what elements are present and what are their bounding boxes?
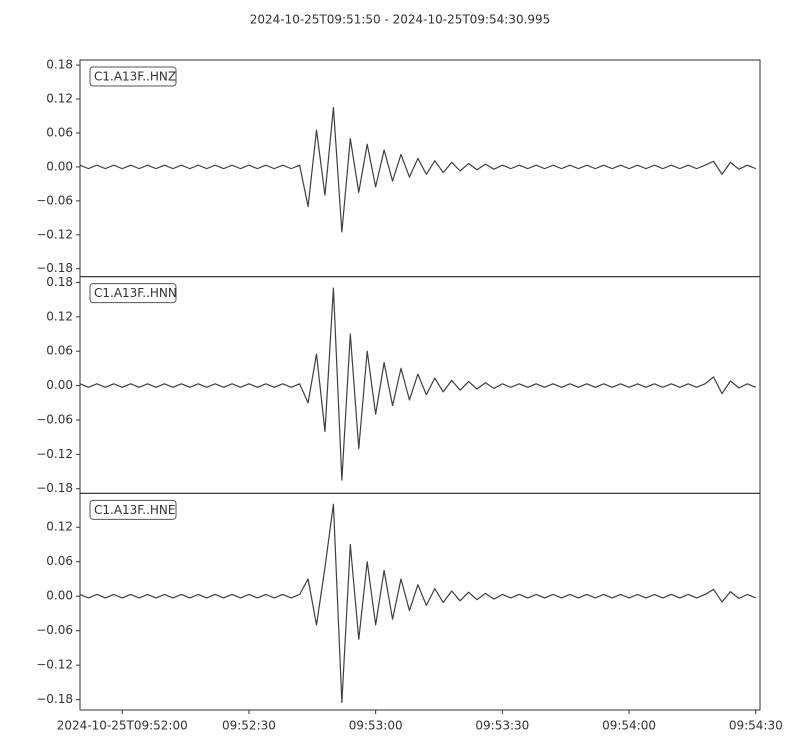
x-tick-label: 09:54:30 xyxy=(729,719,783,733)
y-tick-label: −0.18 xyxy=(36,481,73,495)
x-tick-label: 2024-10-25T09:52:00 xyxy=(57,719,188,733)
y-tick-label: −0.06 xyxy=(36,623,73,637)
y-tick-label: −0.12 xyxy=(36,227,73,241)
y-tick-label: 0.12 xyxy=(46,92,73,106)
y-tick-label: −0.12 xyxy=(36,658,73,672)
y-tick-label: 0.06 xyxy=(46,125,73,139)
y-tick-label: −0.18 xyxy=(36,261,73,275)
panel-frame xyxy=(79,492,761,711)
trace-label: C1.A13F..HNN xyxy=(94,286,177,300)
y-tick-label: −0.12 xyxy=(36,447,73,461)
waveform xyxy=(79,106,757,233)
y-tick-label: 0.06 xyxy=(46,554,73,568)
x-tick-label: 09:53:30 xyxy=(475,719,529,733)
y-tick-label: 0.12 xyxy=(46,309,73,323)
y-tick-label: −0.18 xyxy=(36,692,73,706)
x-tick-label: 09:54:00 xyxy=(602,719,656,733)
y-tick-label: −0.06 xyxy=(36,193,73,207)
y-tick-label: 0.00 xyxy=(46,378,73,392)
x-tick-label: 09:53:00 xyxy=(349,719,403,733)
y-tick-label: 0.18 xyxy=(46,275,73,289)
trace-label-box xyxy=(89,66,177,87)
waveform xyxy=(79,503,757,704)
y-tick-label: 0.00 xyxy=(46,589,73,603)
trace-label-box xyxy=(89,499,177,520)
panel-frame xyxy=(79,59,761,278)
y-tick-label: 0.18 xyxy=(46,58,73,72)
y-tick-label: 0.00 xyxy=(46,159,73,173)
y-tick-label: −0.06 xyxy=(36,412,73,426)
y-tick-label: 0.12 xyxy=(46,520,73,534)
trace-label: C1.A13F..HNE xyxy=(94,503,176,517)
y-tick-label: 0.06 xyxy=(46,344,73,358)
chart-title: 2024-10-25T09:51:50 - 2024-10-25T09:54:3… xyxy=(250,13,551,27)
trace-label: C1.A13F..HNZ xyxy=(94,70,176,84)
x-tick-label: 09:52:30 xyxy=(222,719,276,733)
trace-label-box xyxy=(89,283,177,304)
waveform xyxy=(79,287,757,481)
